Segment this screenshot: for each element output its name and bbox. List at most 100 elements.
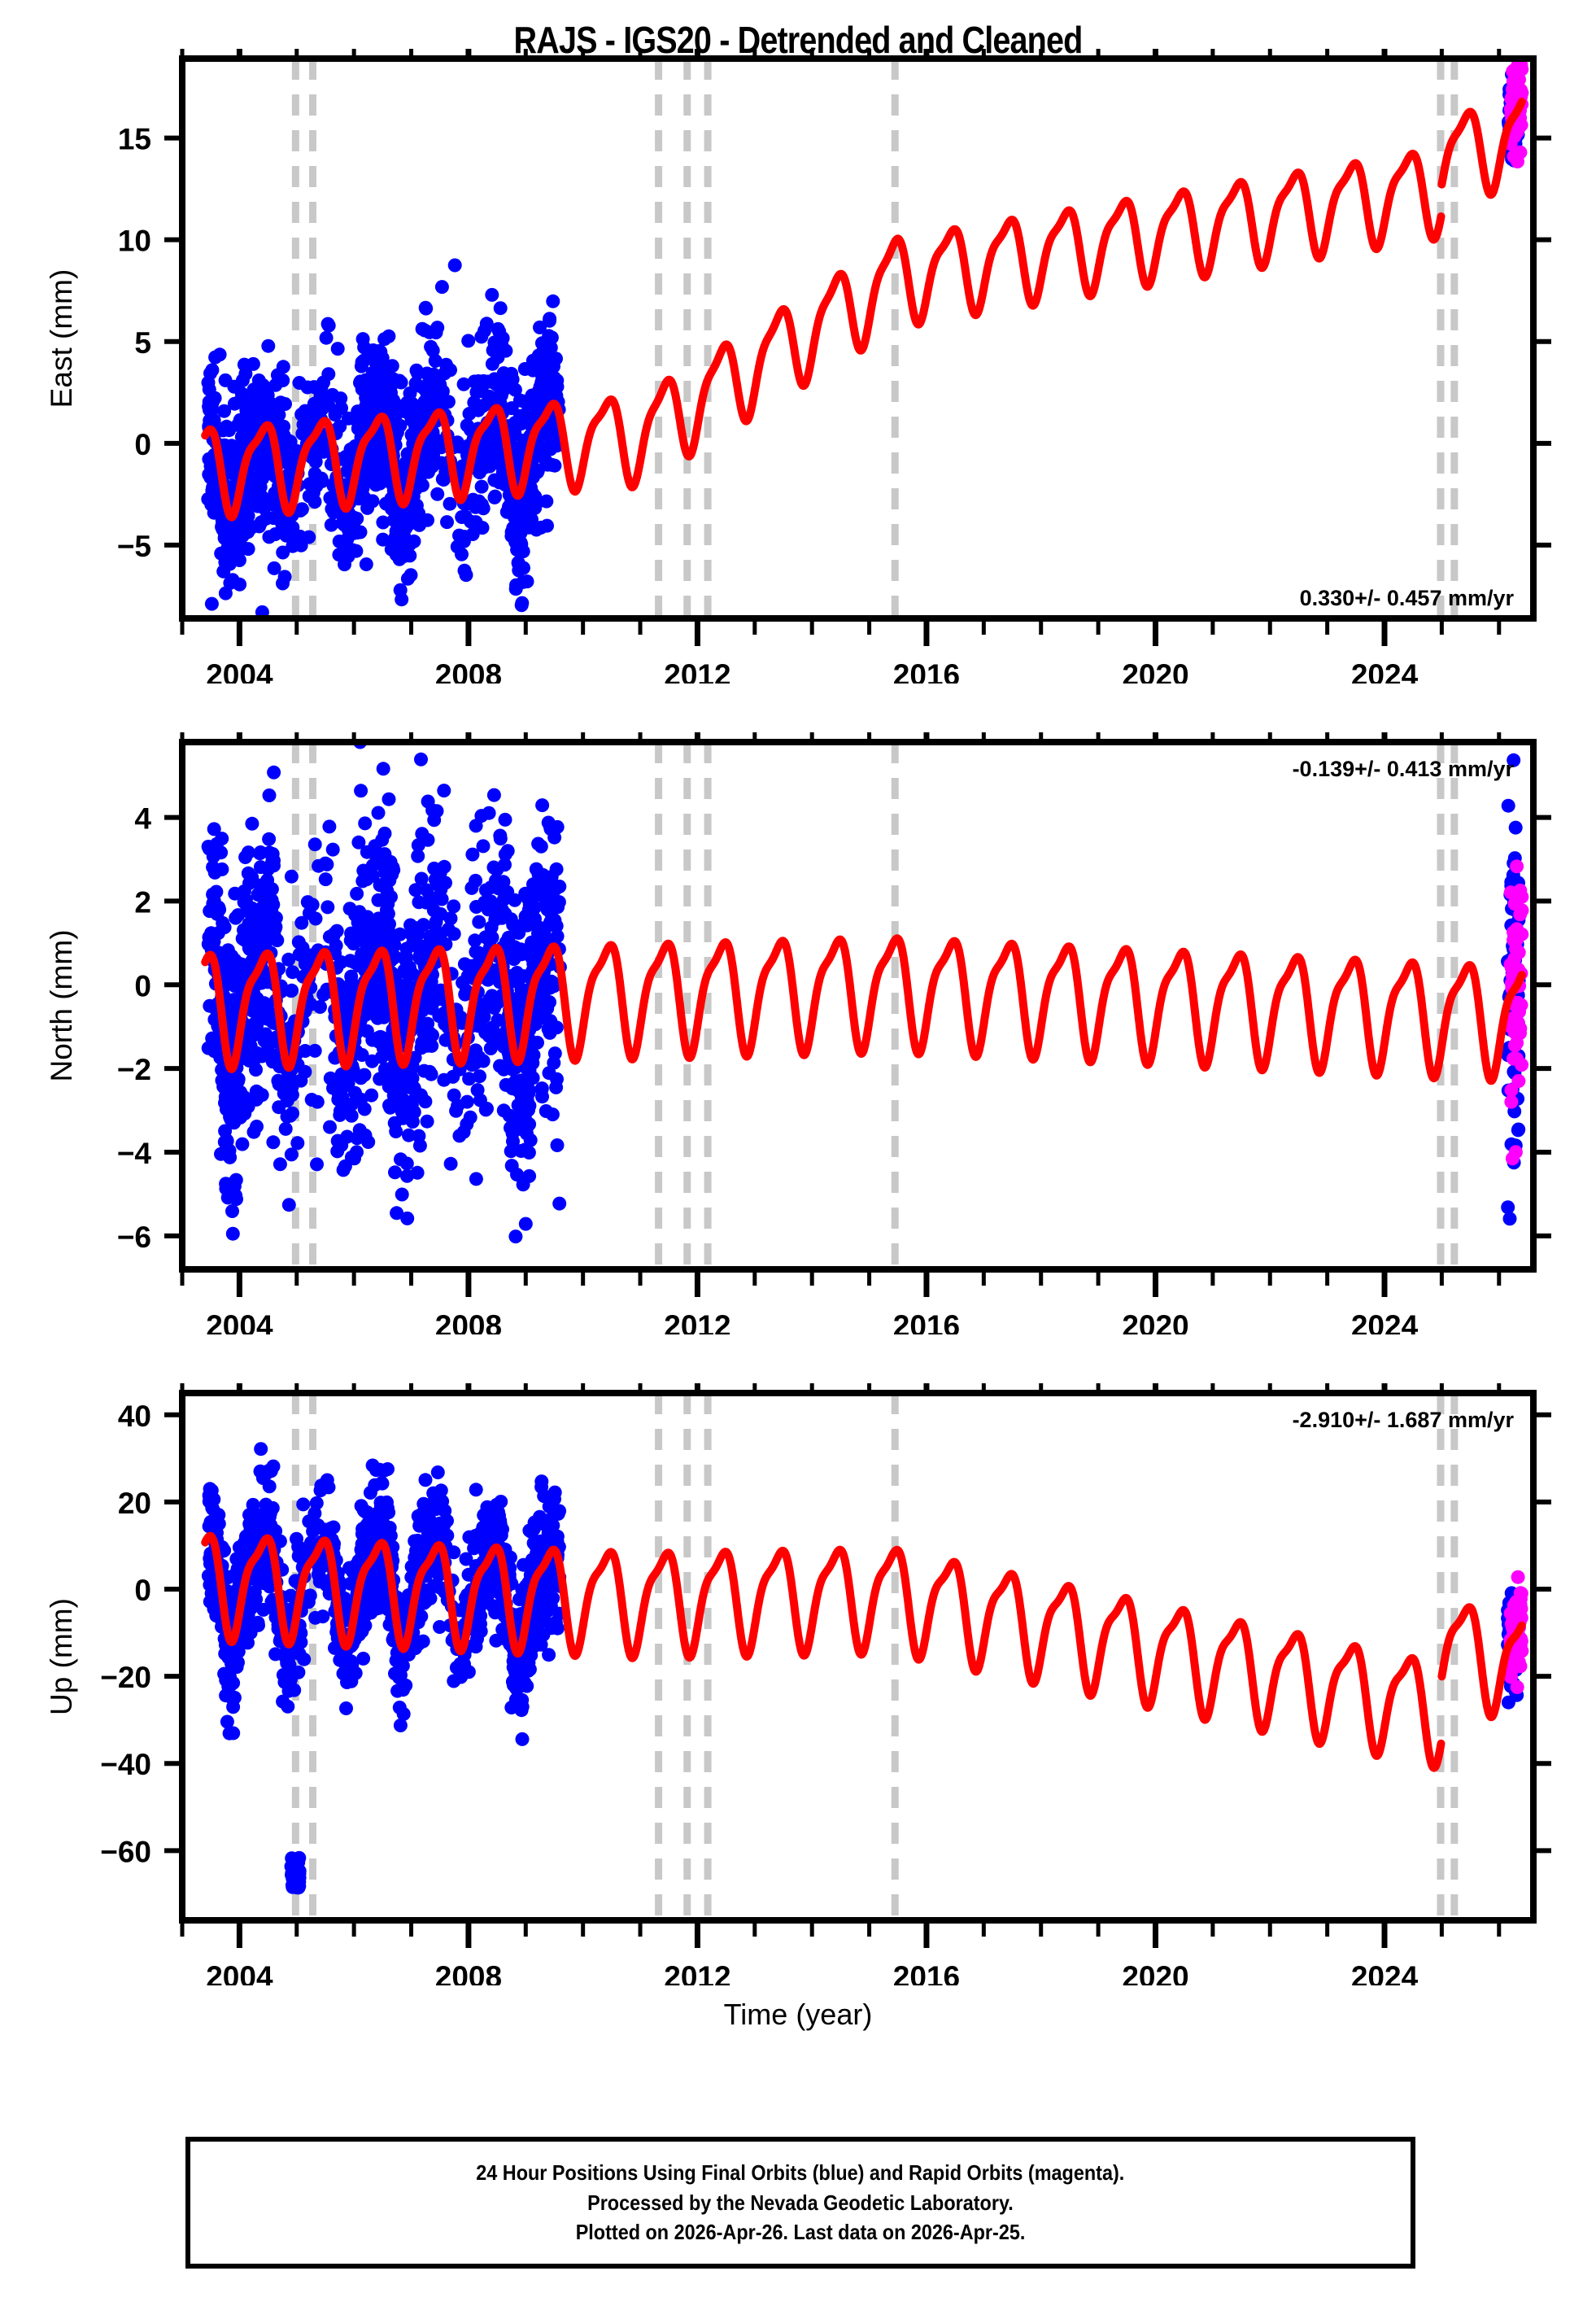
data-point [520, 574, 534, 589]
data-point [338, 1100, 353, 1115]
data-point [393, 1719, 408, 1732]
data-point [422, 439, 437, 454]
data-point [217, 404, 232, 418]
data-point [447, 1088, 461, 1103]
x-tick-label: 2020 [1122, 1960, 1188, 1985]
data-point [292, 947, 307, 962]
data-point [545, 1107, 560, 1122]
data-point [542, 329, 556, 343]
rate-annotation: -0.139+/- 0.413 mm/yr [1293, 757, 1515, 781]
data-point [237, 923, 251, 937]
data-point [1508, 1145, 1523, 1160]
data-point [547, 1046, 562, 1061]
data-point [474, 479, 489, 494]
data-point [508, 427, 522, 442]
data-point [433, 378, 447, 392]
data-point [350, 886, 364, 901]
data-point [256, 1602, 271, 1617]
plot-frame [179, 55, 1537, 622]
data-point [323, 1120, 337, 1134]
data-point [267, 561, 281, 575]
data-point [265, 854, 280, 869]
x-tick-label: 2004 [206, 658, 273, 684]
data-point [207, 822, 221, 836]
data-point [467, 374, 482, 389]
data-point [438, 1504, 452, 1518]
data-point [393, 927, 408, 941]
x-tick-label: 2020 [1122, 658, 1188, 684]
data-point [220, 1714, 234, 1729]
data-point [408, 883, 423, 898]
data-point [245, 953, 259, 967]
data-point [216, 1079, 231, 1094]
y-tick-label: 10 [118, 225, 151, 258]
data-point [355, 382, 369, 396]
data-point [416, 408, 430, 422]
y-tick-label: 0 [134, 1574, 151, 1607]
data-point [414, 752, 428, 766]
data-point [514, 1103, 529, 1118]
data-point [245, 816, 259, 831]
data-point [550, 1072, 564, 1086]
data-point [487, 1506, 502, 1521]
x-axis-label: Time (year) [723, 1998, 873, 2031]
data-point [1502, 1212, 1517, 1226]
data-point [550, 1138, 565, 1152]
data-point [250, 1017, 264, 1031]
data-point [225, 1692, 240, 1705]
data-point [1511, 1570, 1525, 1584]
data-point [462, 1072, 477, 1086]
data-point [225, 1204, 239, 1218]
data-point [313, 1000, 327, 1014]
data-point [350, 1145, 364, 1160]
data-point [376, 1007, 390, 1021]
data-point [359, 937, 373, 951]
data-point [368, 985, 383, 999]
data-point [342, 1561, 357, 1575]
data-point [358, 816, 373, 831]
data-point [371, 806, 386, 820]
data-point [495, 331, 510, 346]
data-point [460, 1117, 474, 1132]
data-point [476, 501, 491, 516]
data-point [216, 915, 230, 930]
data-point [214, 1146, 228, 1161]
data-points-final-orbits [201, 1442, 567, 1746]
y-tick-label: −6 [117, 1221, 151, 1254]
data-point [225, 1177, 240, 1190]
data-point [469, 900, 483, 914]
model-curve [201, 98, 1526, 522]
x-tick-label: 2016 [893, 1960, 960, 1985]
data-point [270, 368, 285, 382]
data-point [364, 1088, 379, 1103]
data-point [410, 366, 425, 380]
data-point [241, 845, 255, 860]
data-point [338, 449, 353, 464]
data-points-final-orbits [284, 1850, 307, 1895]
data-point [1503, 885, 1518, 900]
data-point [298, 1064, 312, 1079]
data-point [529, 401, 543, 416]
data-point [410, 1165, 425, 1180]
data-point [467, 1541, 482, 1556]
data-point [545, 439, 560, 454]
data-point [259, 1027, 273, 1042]
data-point [488, 436, 503, 451]
data-point [320, 1473, 334, 1487]
data-point [368, 478, 383, 492]
data-point [434, 280, 449, 295]
data-point [307, 396, 321, 411]
data-point [1515, 62, 1529, 76]
data-point [447, 1545, 461, 1560]
data-point [312, 383, 327, 398]
data-point [358, 1128, 373, 1142]
data-point [468, 1529, 482, 1543]
data-point [296, 1497, 311, 1512]
data-point [277, 570, 292, 584]
data-point [486, 860, 501, 875]
data-point [469, 873, 483, 888]
data-point [551, 900, 565, 915]
data-point [468, 933, 482, 948]
data-point [251, 1618, 265, 1632]
